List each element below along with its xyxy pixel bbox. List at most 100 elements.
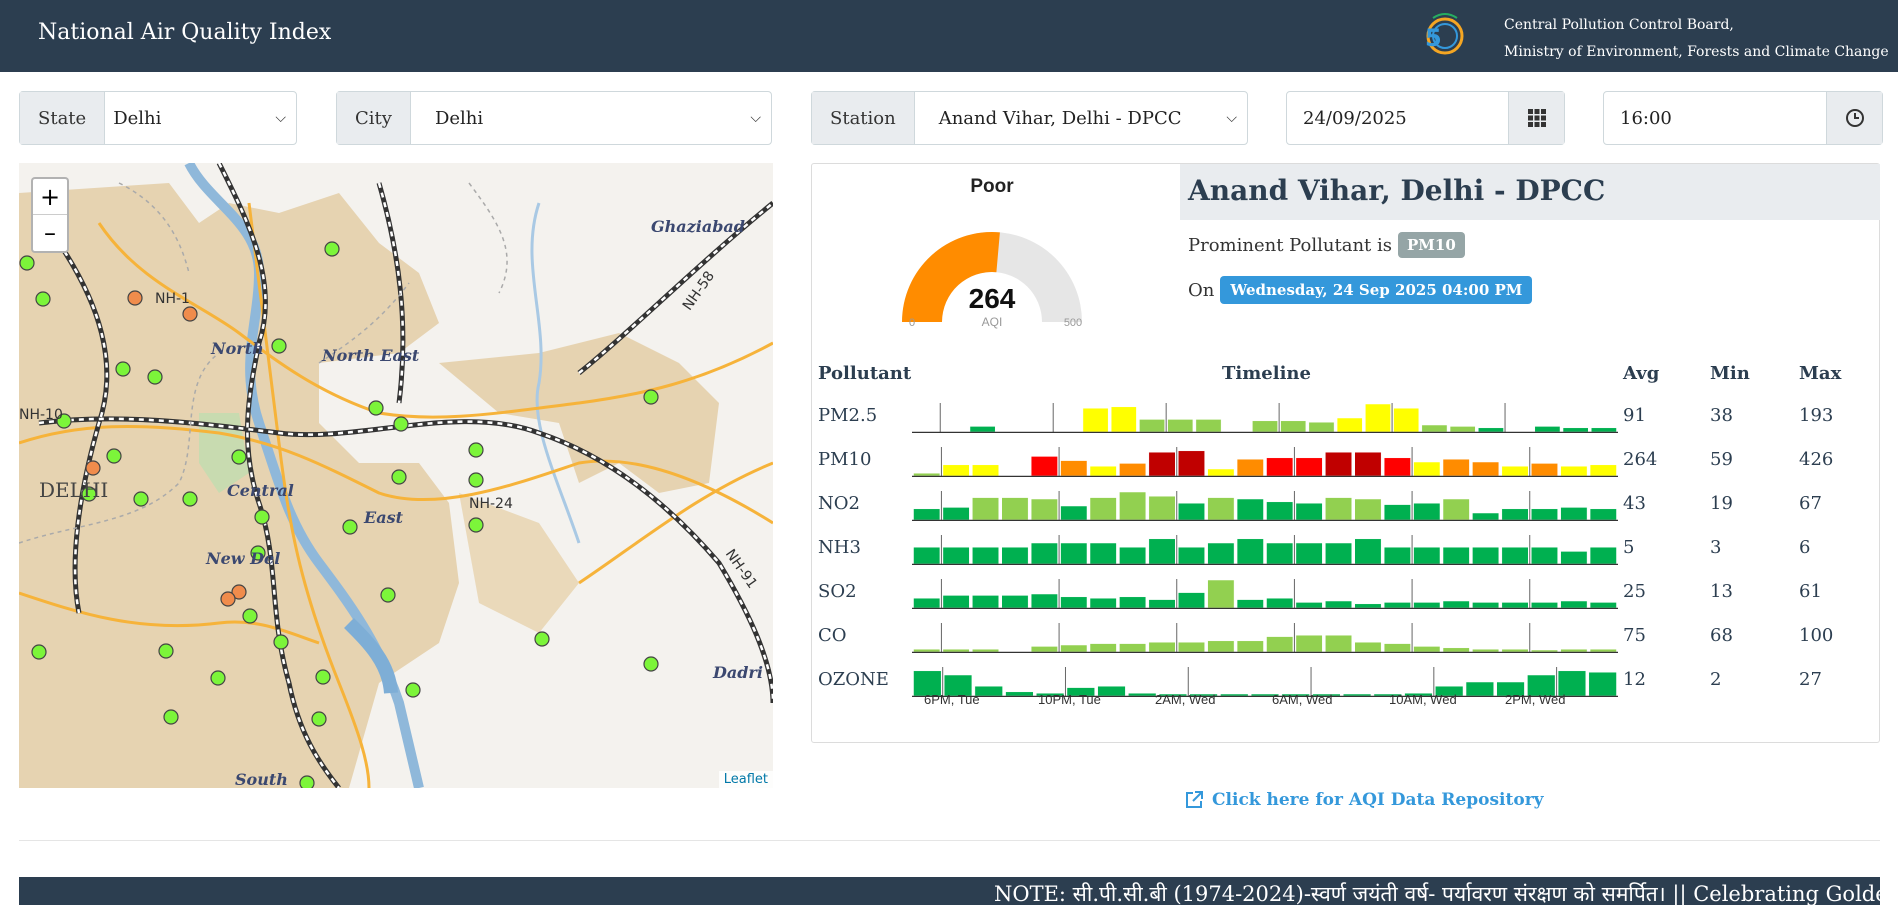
map-label-south: South: [235, 770, 288, 788]
map-label-new-delhi: New Del: [206, 549, 281, 568]
timeline-bar: [1097, 685, 1126, 697]
zoom-control: + –: [31, 177, 69, 253]
timeline-bar: [1472, 602, 1500, 609]
col-pollutant: Pollutant: [818, 363, 912, 384]
timeline-bar: [1005, 691, 1034, 697]
aqi-unit: AQI: [982, 315, 1003, 329]
timeline-bar: [1472, 461, 1500, 477]
pollutant-max: 426: [1799, 449, 1834, 470]
external-link-icon: [1186, 791, 1203, 808]
pollutant-name: NH3: [818, 537, 861, 558]
timeline-bar: [1082, 407, 1109, 433]
timeline-bar: [1560, 551, 1588, 565]
tick-label: 10PM, Tue: [1038, 692, 1101, 707]
pollutant-name: PM2.5: [818, 405, 878, 426]
timeline-bar: [1207, 579, 1235, 609]
map-label-central: Central: [227, 481, 294, 500]
timeline-bar: [1295, 634, 1323, 653]
pollutant-min: 3: [1710, 537, 1722, 558]
zoom-in-button[interactable]: +: [33, 179, 67, 215]
state-select[interactable]: State Delhi ⌵: [19, 91, 297, 145]
station-map[interactable]: Ghaziabad North North East DELHI Central…: [19, 163, 773, 788]
reading-time: On Wednesday, 24 Sep 2025 04:00 PM: [1188, 276, 1533, 304]
timeline-bar: [1589, 648, 1617, 653]
timeline-bar: [1207, 468, 1235, 477]
clock-icon[interactable]: [1826, 92, 1882, 144]
pollutant-name: OZONE: [818, 669, 889, 690]
timeline-bar: [1421, 424, 1448, 433]
tick-label: 2AM, Wed: [1155, 692, 1216, 707]
timeline-bar: [1354, 451, 1382, 477]
timeline-bar: [1148, 495, 1176, 521]
prominent-badge: PM10: [1398, 232, 1465, 258]
timeline-bar: [1413, 502, 1441, 521]
timeline-bar: [1557, 670, 1587, 697]
station-select[interactable]: Station Anand Vihar, Delhi - DPCC ⌵: [811, 91, 1248, 145]
timeline-bar: [1472, 648, 1500, 653]
timeline-bar: [1119, 643, 1147, 653]
pollutant-avg: 25: [1623, 581, 1646, 602]
timeline-bar: [1060, 460, 1088, 477]
timeline-bar: [1207, 542, 1235, 565]
timeline-bar: [1236, 640, 1264, 653]
timeline-chart: [912, 623, 1618, 653]
timeline-bar: [1060, 505, 1088, 521]
timeline-bar: [1325, 600, 1353, 609]
timeline-bar: [1030, 498, 1058, 521]
timeline-bar: [1089, 597, 1117, 609]
gauge-min: 0: [909, 317, 915, 329]
road-label-nh10: NH-10: [19, 407, 63, 423]
pollutant-name: SO2: [818, 581, 857, 602]
org-name: Central Pollution Control Board, Ministr…: [1504, 12, 1889, 66]
timeline-bar: [1207, 640, 1235, 653]
time-picker[interactable]: 16:00: [1603, 91, 1883, 145]
timeline-bar: [1119, 546, 1147, 565]
date-picker[interactable]: 24/09/2025: [1286, 91, 1565, 145]
col-timeline: Timeline: [1222, 363, 1311, 384]
leaflet-attribution[interactable]: Leaflet: [718, 771, 773, 788]
timeline-bar: [1560, 465, 1588, 477]
timeline-bar: [942, 648, 970, 653]
timeline-bar: [1060, 596, 1088, 609]
road-label-nh24: NH-24: [469, 496, 513, 512]
timeline-bar: [1148, 599, 1176, 609]
timeline-bar: [1325, 497, 1353, 521]
timeline-bar: [1413, 646, 1441, 653]
pollutant-name: PM10: [818, 449, 872, 470]
timeline-bar: [1089, 465, 1117, 477]
city-select[interactable]: City Delhi ⌵: [336, 91, 772, 145]
datetime-badge: Wednesday, 24 Sep 2025 04:00 PM: [1220, 276, 1533, 304]
city-value: Delhi: [434, 107, 484, 129]
timeline-bar: [1128, 692, 1157, 697]
timeline-bar: [1531, 602, 1558, 609]
timeline-bar: [1119, 491, 1147, 521]
timeline-bar: [1030, 542, 1058, 565]
pollutant-max: 193: [1799, 405, 1834, 426]
timeline-bar: [913, 648, 941, 653]
map-label-east: East: [364, 508, 403, 527]
timeline-bar: [1465, 681, 1494, 697]
timeline-bar: [1167, 419, 1194, 433]
road-label-nh1: NH-1: [155, 291, 190, 307]
timeline-bar: [1030, 593, 1058, 609]
timeline-bar: [972, 497, 999, 521]
timeline-bar: [1383, 643, 1411, 653]
timeline-bar: [1442, 498, 1470, 521]
calendar-grid-icon[interactable]: [1508, 92, 1564, 144]
aqi-repository-link[interactable]: Click here for AQI Data Repository: [1184, 790, 1544, 810]
timeline-bar: [1266, 501, 1294, 521]
timeline-bar: [1413, 602, 1441, 609]
tick-label: 6PM, Tue: [924, 692, 980, 707]
timeline-bar: [1472, 546, 1500, 565]
timeline-bar: [1148, 451, 1176, 477]
timeline-chart: [912, 447, 1618, 477]
timeline-bar: [1589, 464, 1617, 477]
zoom-out-button[interactable]: –: [44, 219, 56, 247]
timeline-bar: [1501, 465, 1529, 477]
timeline-bar: [1442, 600, 1470, 609]
timeline-bar: [1560, 600, 1588, 609]
timeline-bar: [1325, 542, 1353, 565]
timeline-bar: [972, 595, 999, 609]
timeline-bar: [1119, 463, 1147, 477]
pollutant-min: 13: [1710, 581, 1733, 602]
